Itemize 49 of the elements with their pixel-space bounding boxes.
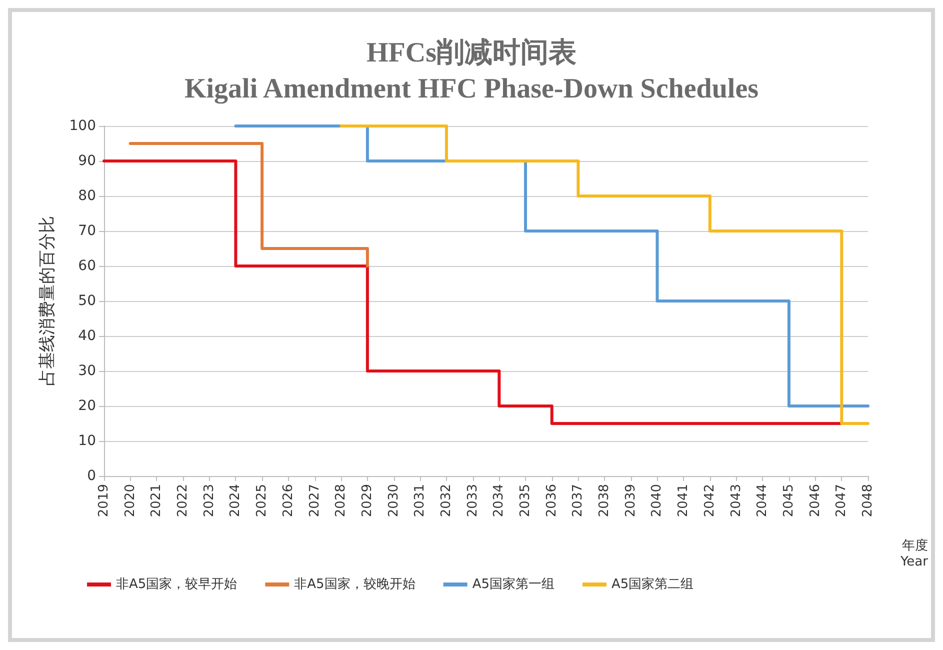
x-tick-label: 2036 — [544, 484, 560, 518]
x-tick-label: 2039 — [623, 484, 638, 518]
y-tick-label: 70 — [78, 223, 96, 239]
y-tick-label: 10 — [78, 433, 96, 449]
x-tick-label: 2038 — [597, 484, 612, 518]
y-tick-label: 80 — [78, 188, 96, 204]
x-tick-label: 2042 — [702, 484, 718, 518]
legend-label: A5国家第二组 — [611, 576, 694, 592]
x-tick-label: 2032 — [438, 484, 454, 518]
x-tick-label: 2028 — [334, 484, 349, 518]
x-tick-label: 2048 — [860, 484, 876, 518]
x-tick-label: 2033 — [465, 484, 480, 518]
x-tick-label: 2047 — [834, 484, 850, 518]
x-tick-label: 2021 — [149, 484, 164, 518]
y-tick-label: 40 — [78, 328, 96, 344]
legend-label: A5国家第一组 — [472, 576, 554, 592]
x-tick-label: 2022 — [176, 484, 191, 518]
chart-subtitle: Kigali Amendment HFC Phase-Down Schedules — [184, 74, 759, 104]
x-tick-label: 2045 — [781, 484, 796, 518]
x-tick-label: 2026 — [280, 484, 296, 518]
y-tick-label: 30 — [78, 363, 96, 379]
y-axis-title: 占基线消费量的百分比 — [38, 216, 58, 386]
legend-label: 非A5国家，较晚开始 — [294, 576, 416, 592]
x-tick-label: 2037 — [570, 484, 586, 518]
y-tick-label: 60 — [78, 258, 96, 274]
x-axis-title: 年度 Year — [899, 538, 929, 570]
x-tick-label: 2030 — [386, 484, 402, 518]
y-tick-label: 90 — [78, 153, 96, 169]
x-tick-label: 2029 — [360, 484, 375, 518]
y-tick-label: 50 — [78, 293, 96, 309]
x-tick-label: 2027 — [307, 484, 322, 518]
x-tick-label: 2024 — [228, 484, 244, 518]
x-tick-label: 2025 — [254, 484, 270, 518]
y-tick-label: 100 — [69, 118, 96, 134]
x-tick-label: 2044 — [755, 484, 770, 518]
x-tick-label: 2019 — [96, 484, 112, 518]
x-tick-label: 2041 — [676, 484, 692, 518]
legend-label: 非A5国家，较早开始 — [116, 576, 238, 592]
y-tick-label: 20 — [78, 398, 96, 414]
x-tick-label: 2020 — [122, 484, 138, 518]
x-tick-label: 2023 — [202, 484, 217, 518]
y-tick-label: 0 — [87, 468, 96, 484]
chart-title: HFCs削减时间表 — [366, 38, 576, 68]
x-tick-label: 2031 — [412, 484, 428, 518]
x-tick-label: 2046 — [808, 484, 823, 518]
x-tick-label: 2040 — [650, 484, 665, 518]
x-tick-label: 2035 — [518, 484, 534, 518]
x-tick-label: 2043 — [728, 484, 744, 518]
x-tick-label: 2034 — [492, 484, 507, 518]
